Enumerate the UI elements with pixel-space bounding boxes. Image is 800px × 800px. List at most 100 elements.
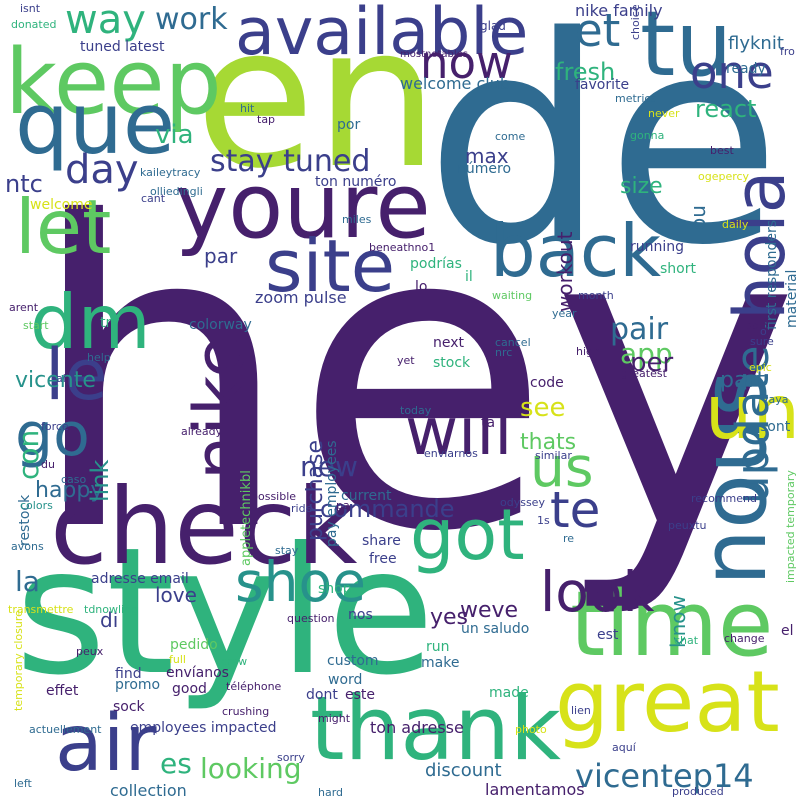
word-de: de xyxy=(425,0,782,308)
word-nos: nos xyxy=(348,607,373,623)
word-appletechnikbl: appletechnikbl xyxy=(239,470,254,566)
word-come: come xyxy=(495,130,526,143)
word-olliedingli: olliedingli xyxy=(150,185,203,198)
word-waiting: waiting xyxy=(492,289,533,302)
word-le: le xyxy=(45,334,108,416)
word-time: time xyxy=(570,572,774,677)
word-gonna: gonna xyxy=(630,129,665,142)
word-re: re xyxy=(563,532,575,545)
word-este: este xyxy=(345,687,376,703)
word-pair: pair xyxy=(610,312,669,347)
word-left: left xyxy=(14,777,32,790)
word-stay-tuned: stay tuned xyxy=(210,144,371,179)
word-colorway: colorway xyxy=(189,317,252,333)
word-colors: colors xyxy=(20,499,53,512)
word-tuned-latest: tuned latest xyxy=(80,39,165,55)
word-1s: 1s xyxy=(537,514,550,527)
word-yet: yet xyxy=(397,354,415,367)
word-adresse-email: adresse email xyxy=(91,571,189,587)
word-best: best xyxy=(710,144,734,157)
word-tap: tap xyxy=(257,113,276,126)
word-arent: arent xyxy=(9,301,39,314)
word-never: never xyxy=(648,107,680,120)
word-sold: sold xyxy=(746,319,769,332)
word-photo: photo xyxy=(515,723,547,736)
word-style: style xyxy=(15,511,435,714)
word-possible: possible xyxy=(251,490,297,503)
word-donated: donated xyxy=(11,18,57,31)
word-kaileytracy: kaileytracy xyxy=(140,166,201,179)
word-make: make xyxy=(421,655,460,671)
word-available: available xyxy=(235,0,529,70)
word-good: good xyxy=(172,681,207,697)
word-lo: lo xyxy=(415,279,428,295)
word-question: question xyxy=(287,612,335,625)
word-fresh: fresh xyxy=(555,58,616,86)
word-keep: keep xyxy=(5,30,222,135)
word-lien: lien xyxy=(571,704,591,717)
word-try: try xyxy=(100,315,120,331)
word-custom: custom xyxy=(327,653,379,669)
word-tdnowling: tdnowling xyxy=(84,603,139,616)
word-el: el xyxy=(781,623,794,639)
word-recommend: recommend xyxy=(691,492,757,505)
word-shoe: shoe xyxy=(235,550,367,614)
word-epic: epic xyxy=(749,361,772,374)
word-te: te xyxy=(550,481,601,539)
word-promo: promo xyxy=(115,677,161,693)
word-go: go xyxy=(15,400,90,470)
word-yes: yes xyxy=(430,605,469,630)
word-ou: ou xyxy=(686,205,710,230)
word-caso: caso xyxy=(61,473,87,486)
word-react: react xyxy=(695,95,757,123)
word-material: material xyxy=(784,269,800,328)
word-peux: peux xyxy=(76,645,104,658)
word-app: app xyxy=(620,337,673,370)
word-ntc: ntc xyxy=(5,170,43,198)
word-lamentamos: lamentamos xyxy=(485,780,585,799)
word-word: word xyxy=(328,672,363,688)
word-tu: tu xyxy=(640,0,733,97)
word-aqui: aquí xyxy=(612,741,636,754)
word-look: look xyxy=(540,560,655,624)
word-nike: nike xyxy=(179,335,261,480)
word-crushing: crushing xyxy=(222,705,270,718)
word-telephone: téléphone xyxy=(226,680,282,693)
word-favorite: favorite xyxy=(575,77,630,93)
word-ogepercy: ogepercy xyxy=(698,170,750,183)
word-share: share xyxy=(362,533,401,549)
word-welcome: welcome xyxy=(30,197,93,213)
word-today: today xyxy=(400,404,432,417)
word-check: check xyxy=(50,466,358,588)
word-hey: hey xyxy=(26,135,800,624)
word-us: us xyxy=(530,435,594,499)
word-dm: dm xyxy=(30,278,151,366)
word-ride: ride xyxy=(291,502,313,515)
word-greatest: greatest xyxy=(621,367,667,380)
word-effet: effet xyxy=(46,683,79,699)
word-vicente: vicente xyxy=(15,368,96,393)
word-envianos: envíanos xyxy=(166,665,229,681)
word-metrics: metrics xyxy=(615,92,657,105)
word-pedido: pedido xyxy=(170,637,218,653)
word-link: link xyxy=(86,459,114,502)
word-year: year xyxy=(552,307,577,320)
word-sorry: sorry xyxy=(277,751,305,764)
word-flyknit: flyknit xyxy=(728,33,784,54)
word-max: max xyxy=(465,144,509,168)
word-numero: número xyxy=(457,161,512,177)
word-via: via xyxy=(155,120,194,150)
word-site: site xyxy=(265,224,396,308)
word-hard: hard xyxy=(318,786,344,799)
word-month: month xyxy=(578,289,614,302)
word-work: work xyxy=(155,2,228,37)
word-nike-family: nike family xyxy=(575,1,663,20)
word-un-saludo: un saludo xyxy=(461,621,530,637)
word-por: por xyxy=(337,117,361,133)
word-free: free xyxy=(369,551,397,567)
word-beneathno1: beneathno1 xyxy=(369,241,436,254)
word-find: find xyxy=(115,666,142,682)
word-new: new xyxy=(300,450,358,483)
word-force: force xyxy=(41,420,69,433)
word-chat: chat xyxy=(674,634,699,647)
